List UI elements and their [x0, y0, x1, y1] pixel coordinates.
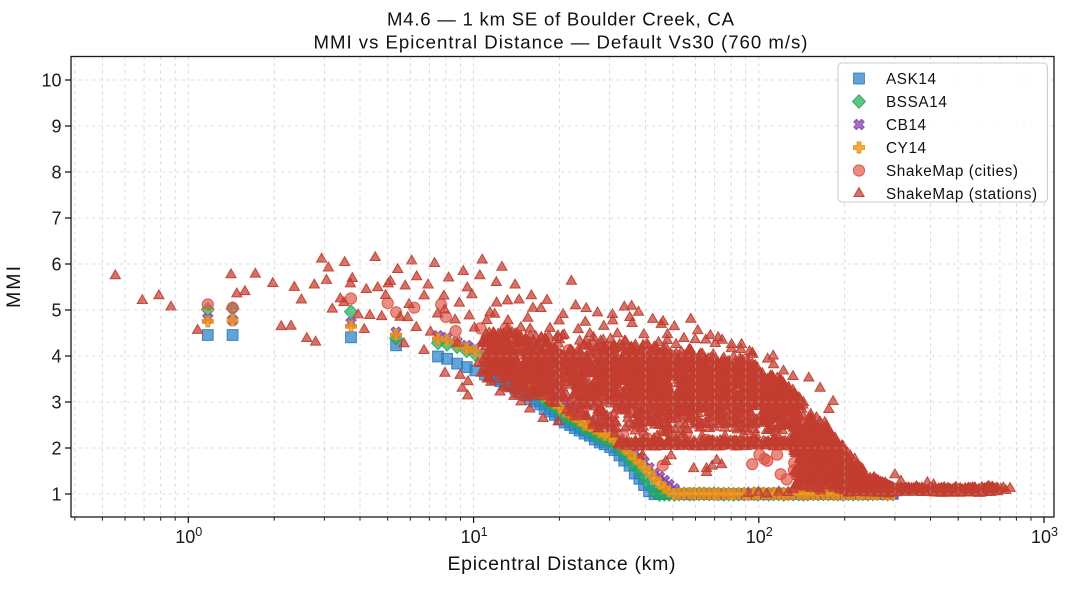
- svg-text:6: 6: [51, 254, 61, 274]
- svg-text:CY14: CY14: [886, 140, 927, 157]
- svg-text:BSSA14: BSSA14: [886, 94, 947, 111]
- svg-text:ShakeMap (stations): ShakeMap (stations): [886, 186, 1038, 203]
- svg-text:7: 7: [51, 208, 61, 228]
- svg-text:MMI vs Epicentral Distance — D: MMI vs Epicentral Distance — Default Vs3…: [314, 32, 808, 53]
- svg-text:3: 3: [51, 392, 61, 412]
- svg-text:5: 5: [51, 300, 61, 320]
- svg-text:1: 1: [51, 484, 61, 504]
- svg-text:9: 9: [51, 116, 61, 136]
- svg-text:Epicentral Distance (km): Epicentral Distance (km): [448, 553, 676, 575]
- svg-text:4: 4: [51, 346, 61, 366]
- svg-text:MMI: MMI: [3, 266, 25, 308]
- svg-text:10: 10: [41, 70, 61, 90]
- svg-text:ASK14: ASK14: [886, 71, 937, 88]
- svg-text:ShakeMap (cities): ShakeMap (cities): [886, 163, 1019, 180]
- svg-text:2: 2: [51, 438, 61, 458]
- svg-text:M4.6 — 1 km SE of Boulder Cree: M4.6 — 1 km SE of Boulder Creek, CA: [387, 9, 735, 30]
- svg-text:CB14: CB14: [886, 117, 927, 134]
- svg-text:8: 8: [51, 162, 61, 182]
